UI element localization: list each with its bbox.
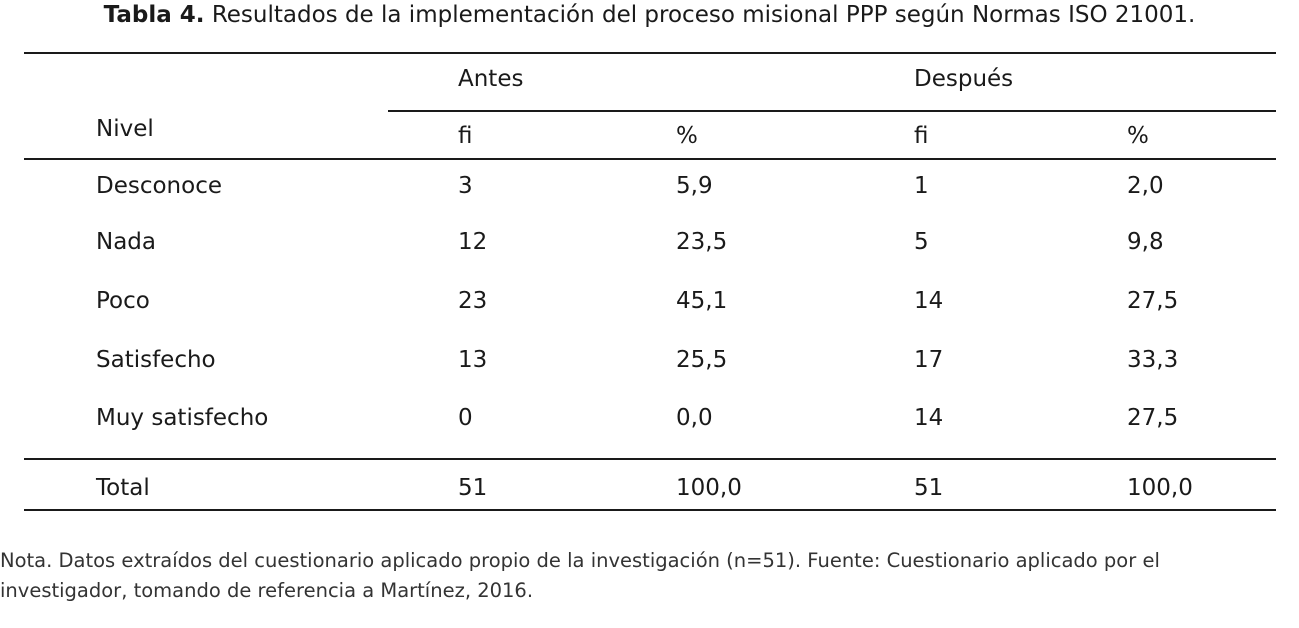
- cell-antes-percent: 23,5: [676, 229, 728, 255]
- cell-despues-percent: 27,5: [1127, 288, 1179, 314]
- cell-antes-fi: 13: [458, 347, 488, 373]
- header-bottom-rule: [24, 158, 1276, 160]
- cell-antes-fi: 0: [458, 405, 473, 431]
- group-header-despues: Después: [914, 66, 1014, 92]
- total-top-rule: [24, 458, 1276, 460]
- group-header-rule: [388, 110, 1276, 112]
- table-top-rule: [24, 52, 1276, 54]
- cell-despues-percent: 33,3: [1127, 347, 1179, 373]
- subheader-despues-percent: %: [1127, 123, 1149, 149]
- cell-despues-percent: 27,5: [1127, 405, 1179, 431]
- total-despues-percent: 100,0: [1127, 475, 1193, 501]
- cell-despues-percent: 9,8: [1127, 229, 1164, 255]
- column-header-nivel: Nivel: [96, 116, 154, 142]
- cell-antes-percent: 25,5: [676, 347, 728, 373]
- row-label: Satisfecho: [96, 347, 216, 373]
- cell-despues-fi: 5: [914, 229, 929, 255]
- row-label: Muy satisfecho: [96, 405, 269, 431]
- cell-despues-fi: 17: [914, 347, 944, 373]
- table-caption: Tabla 4. Resultados de la implementación…: [0, 0, 1299, 30]
- table-note: Nota. Datos extraídos del cuestionario a…: [0, 546, 1290, 606]
- cell-despues-fi: 14: [914, 288, 944, 314]
- cell-antes-fi: 3: [458, 173, 473, 199]
- cell-despues-fi: 1: [914, 173, 929, 199]
- subheader-despues-fi: fi: [914, 123, 929, 149]
- table-caption-text: Resultados de la implementación del proc…: [204, 2, 1196, 28]
- subheader-antes-percent: %: [676, 123, 698, 149]
- total-antes-percent: 100,0: [676, 475, 742, 501]
- cell-antes-fi: 12: [458, 229, 488, 255]
- table-note-line-2: investigador, tomando de referencia a Ma…: [0, 579, 534, 602]
- cell-despues-fi: 14: [914, 405, 944, 431]
- cell-antes-percent: 0,0: [676, 405, 713, 431]
- table-note-line-1: Nota. Datos extraídos del cuestionario a…: [0, 549, 1160, 572]
- row-label: Poco: [96, 288, 150, 314]
- cell-antes-fi: 23: [458, 288, 488, 314]
- table-caption-label: Tabla 4.: [103, 2, 205, 28]
- cell-antes-percent: 45,1: [676, 288, 728, 314]
- subheader-antes-fi: fi: [458, 123, 473, 149]
- row-label: Nada: [96, 229, 156, 255]
- cell-despues-percent: 2,0: [1127, 173, 1164, 199]
- group-header-antes: Antes: [458, 66, 524, 92]
- cell-antes-percent: 5,9: [676, 173, 713, 199]
- table-bottom-rule: [24, 509, 1276, 511]
- total-despues-fi: 51: [914, 475, 944, 501]
- total-label: Total: [96, 475, 150, 501]
- row-label: Desconoce: [96, 173, 223, 199]
- total-antes-fi: 51: [458, 475, 488, 501]
